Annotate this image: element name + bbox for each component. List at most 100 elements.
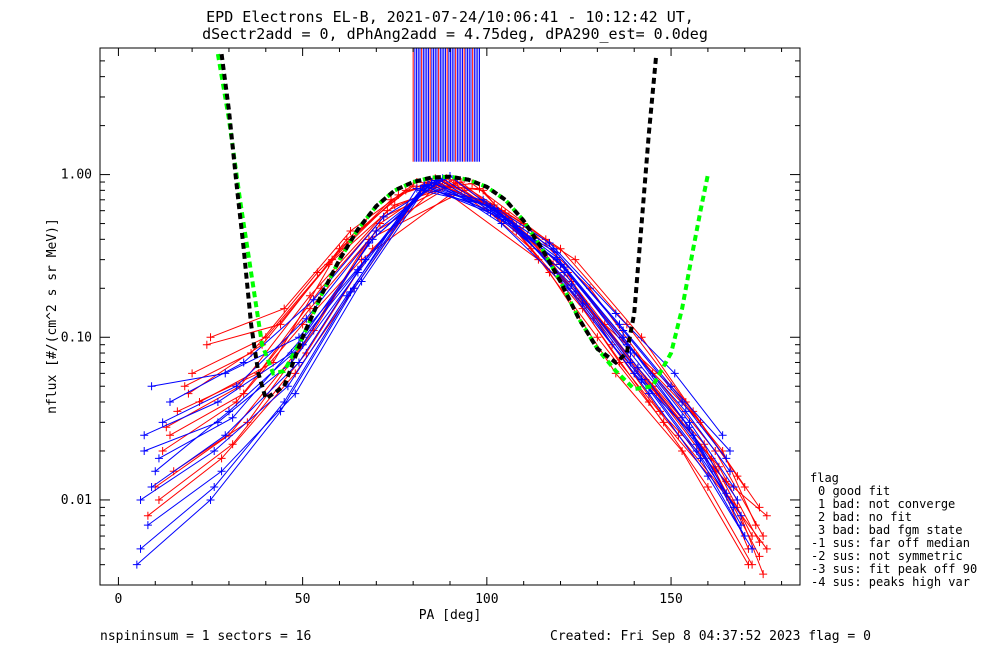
flag-legend: flag 0 good fit 1 bad: not converge 2 ba… bbox=[810, 471, 977, 589]
data-point-marker bbox=[353, 265, 362, 274]
data-point-marker bbox=[217, 467, 226, 476]
data-point-marker bbox=[136, 544, 145, 553]
data-point-marker bbox=[527, 244, 536, 253]
data-point-marker bbox=[556, 244, 565, 253]
series-line bbox=[169, 194, 757, 526]
data-point-marker bbox=[681, 407, 690, 416]
data-point-marker bbox=[578, 300, 587, 309]
series-line bbox=[147, 181, 738, 517]
data-point-marker bbox=[158, 446, 167, 455]
legend-item: -1 sus: far off median bbox=[811, 536, 970, 550]
series-line bbox=[158, 179, 742, 526]
x-axis-label: PA [deg] bbox=[419, 608, 482, 623]
data-point-marker bbox=[143, 521, 152, 530]
data-point-marker bbox=[346, 287, 355, 296]
data-point-marker bbox=[737, 521, 746, 530]
data-point-marker bbox=[213, 397, 222, 406]
series-line bbox=[140, 189, 731, 501]
data-point-marker bbox=[759, 532, 768, 541]
series-line bbox=[173, 177, 753, 537]
data-series-blue bbox=[136, 184, 727, 553]
data-point-marker bbox=[619, 326, 628, 335]
series-line bbox=[210, 181, 749, 565]
x-tick-label: 50 bbox=[295, 592, 311, 607]
data-point-marker bbox=[280, 397, 289, 406]
data-point-marker bbox=[162, 423, 171, 432]
data-point-marker bbox=[291, 389, 300, 398]
data-point-marker bbox=[501, 215, 510, 224]
fit-curve-black bbox=[219, 53, 659, 402]
data-point-marker bbox=[151, 467, 160, 476]
data-point-marker bbox=[154, 495, 163, 504]
data-point-marker bbox=[276, 407, 285, 416]
fit-curve-green bbox=[215, 53, 710, 392]
data-point-marker bbox=[737, 511, 746, 520]
data-point-marker bbox=[232, 382, 241, 391]
data-point-marker bbox=[762, 511, 771, 520]
data-point-marker bbox=[567, 280, 576, 289]
data-point-marker bbox=[692, 440, 701, 449]
fit-curves-layer bbox=[215, 53, 710, 402]
data-point-marker bbox=[217, 454, 226, 463]
data-point-marker bbox=[729, 483, 738, 492]
x-tick-label: 150 bbox=[659, 592, 682, 607]
data-point-marker bbox=[306, 291, 314, 300]
data-point-marker bbox=[611, 309, 620, 318]
data-point-marker bbox=[140, 431, 149, 440]
data-point-marker bbox=[670, 369, 679, 378]
data-point-marker bbox=[748, 544, 757, 553]
data-point-marker bbox=[324, 260, 333, 269]
legend-item: 1 bad: not converge bbox=[818, 497, 955, 511]
axes-layer: 0 50 100 150 0.01 0.10 1.00 bbox=[61, 47, 800, 607]
data-point-marker bbox=[703, 472, 712, 481]
series-line bbox=[177, 181, 764, 537]
data-point-marker bbox=[420, 181, 429, 190]
series-line bbox=[136, 185, 727, 566]
x-tick-label: 100 bbox=[475, 592, 498, 607]
data-point-marker bbox=[748, 532, 757, 541]
data-series-blue bbox=[147, 178, 738, 512]
data-point-marker bbox=[726, 446, 734, 455]
data-point-marker bbox=[239, 389, 248, 398]
data-point-marker bbox=[383, 206, 392, 215]
legend-item: 0 good fit bbox=[818, 484, 890, 498]
data-point-marker bbox=[733, 472, 742, 481]
series-line bbox=[162, 185, 753, 565]
data-point-marker bbox=[140, 446, 149, 455]
data-point-marker bbox=[379, 212, 388, 221]
legend-item: -4 sus: peaks high var bbox=[811, 575, 970, 589]
data-point-marker bbox=[479, 186, 488, 195]
series-line bbox=[158, 183, 749, 550]
data-point-marker bbox=[294, 358, 303, 367]
data-point-marker bbox=[552, 253, 561, 262]
data-point-marker bbox=[703, 483, 712, 492]
data-point-marker bbox=[346, 227, 355, 236]
x-tick-label: 0 bbox=[115, 592, 123, 607]
data-point-marker bbox=[166, 397, 174, 406]
data-point-marker bbox=[158, 418, 167, 427]
data-point-marker bbox=[228, 440, 237, 449]
y-tick-label: 1.00 bbox=[61, 168, 92, 183]
data-point-marker bbox=[210, 446, 219, 455]
data-point-marker bbox=[740, 483, 749, 492]
data-point-marker bbox=[714, 462, 723, 471]
data-series-red bbox=[173, 178, 768, 541]
data-point-marker bbox=[239, 358, 248, 367]
data-point-marker bbox=[659, 418, 668, 427]
data-point-marker bbox=[696, 454, 705, 463]
data-point-marker bbox=[202, 340, 211, 349]
data-point-marker bbox=[132, 560, 141, 569]
data-point-marker bbox=[136, 495, 145, 504]
data-point-marker bbox=[762, 544, 771, 553]
data-point-marker bbox=[224, 407, 233, 416]
legend-item: 2 bad: no fit bbox=[818, 510, 912, 524]
data-point-marker bbox=[180, 382, 189, 391]
data-point-marker bbox=[475, 184, 484, 193]
data-point-marker bbox=[722, 454, 731, 463]
data-point-marker bbox=[412, 184, 421, 193]
data-point-marker bbox=[593, 333, 602, 342]
data-point-marker bbox=[154, 454, 163, 463]
footer-left-info: nspininsum = 1 sectors = 16 bbox=[100, 629, 311, 644]
data-series-red bbox=[184, 178, 771, 520]
